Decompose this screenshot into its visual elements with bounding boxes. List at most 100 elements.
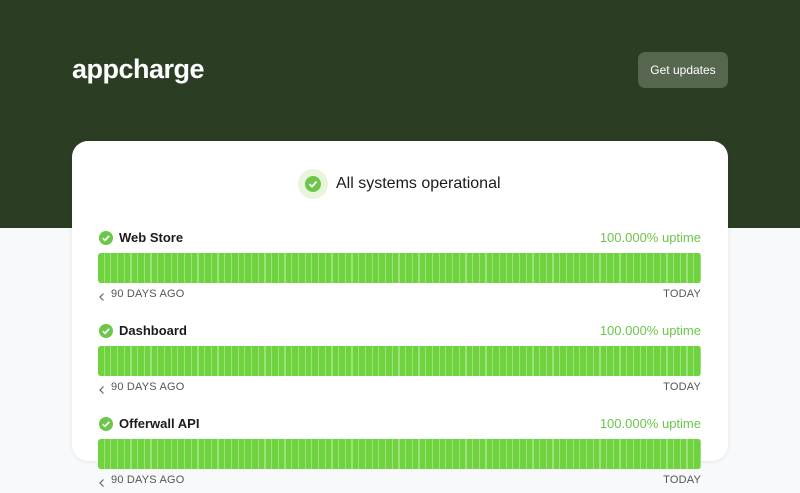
day-bar[interactable] — [386, 253, 392, 283]
day-bar[interactable] — [520, 439, 526, 469]
day-bar[interactable] — [225, 346, 231, 376]
day-bar[interactable] — [191, 439, 198, 469]
day-bar[interactable] — [352, 439, 359, 469]
day-bar[interactable] — [526, 439, 533, 469]
day-bar[interactable] — [500, 439, 506, 469]
day-bar[interactable] — [352, 346, 359, 376]
day-bar[interactable] — [332, 346, 338, 376]
day-bar[interactable] — [104, 253, 111, 283]
day-bar[interactable] — [486, 253, 493, 283]
day-bar[interactable] — [118, 253, 124, 283]
day-bar[interactable] — [339, 253, 345, 283]
day-bar[interactable] — [272, 253, 278, 283]
day-bar[interactable] — [640, 439, 647, 469]
day-bar[interactable] — [439, 346, 446, 376]
day-bar[interactable] — [613, 346, 620, 376]
day-bar[interactable] — [185, 346, 191, 376]
day-bar[interactable] — [694, 439, 700, 469]
day-bar[interactable] — [533, 439, 539, 469]
day-bar[interactable] — [587, 253, 593, 283]
day-bar[interactable] — [258, 253, 265, 283]
day-bar[interactable] — [433, 346, 439, 376]
day-bar[interactable] — [634, 346, 640, 376]
day-bar[interactable] — [211, 253, 218, 283]
day-bar[interactable] — [285, 253, 292, 283]
day-bar[interactable] — [627, 439, 633, 469]
day-bar[interactable] — [386, 439, 392, 469]
day-bar[interactable] — [252, 439, 258, 469]
day-bar[interactable] — [238, 253, 245, 283]
day-bar[interactable] — [587, 439, 593, 469]
day-bar[interactable] — [245, 253, 251, 283]
day-bar[interactable] — [185, 253, 191, 283]
day-bar[interactable] — [272, 439, 278, 469]
day-bar[interactable] — [178, 346, 184, 376]
day-bar[interactable] — [412, 253, 419, 283]
day-bar[interactable] — [158, 439, 164, 469]
day-bar[interactable] — [345, 253, 352, 283]
day-bar[interactable] — [660, 253, 667, 283]
day-bar[interactable] — [138, 253, 144, 283]
day-bar[interactable] — [144, 439, 151, 469]
day-bar[interactable] — [473, 439, 479, 469]
day-bar[interactable] — [580, 346, 586, 376]
day-bar[interactable] — [165, 346, 171, 376]
day-bar[interactable] — [426, 439, 432, 469]
day-bar[interactable] — [520, 253, 526, 283]
day-bar[interactable] — [486, 439, 493, 469]
day-bar[interactable] — [138, 346, 144, 376]
day-bar[interactable] — [580, 439, 586, 469]
day-bar[interactable] — [640, 346, 647, 376]
day-bar[interactable] — [305, 439, 312, 469]
day-bar[interactable] — [325, 439, 332, 469]
day-bar[interactable] — [426, 346, 432, 376]
day-bar[interactable] — [406, 439, 412, 469]
day-bar[interactable] — [218, 346, 225, 376]
day-bar[interactable] — [406, 253, 412, 283]
day-bar[interactable] — [493, 253, 499, 283]
day-bar[interactable] — [345, 346, 352, 376]
day-bar[interactable] — [392, 439, 399, 469]
day-bar[interactable] — [674, 253, 680, 283]
day-bar[interactable] — [191, 253, 198, 283]
day-bar[interactable] — [111, 346, 117, 376]
day-bar[interactable] — [587, 346, 593, 376]
day-bar[interactable] — [613, 253, 620, 283]
day-bar[interactable] — [687, 439, 694, 469]
day-bar[interactable] — [198, 253, 204, 283]
day-bar[interactable] — [674, 439, 680, 469]
day-bar[interactable] — [580, 253, 586, 283]
day-bar[interactable] — [687, 253, 694, 283]
day-bar[interactable] — [479, 346, 486, 376]
day-bar[interactable] — [305, 346, 312, 376]
day-bar[interactable] — [191, 346, 198, 376]
day-bar[interactable] — [453, 346, 459, 376]
day-bar[interactable] — [178, 439, 184, 469]
day-bar[interactable] — [654, 346, 660, 376]
day-bar[interactable] — [627, 253, 633, 283]
day-bar[interactable] — [567, 346, 573, 376]
day-bar[interactable] — [419, 253, 426, 283]
day-bar[interactable] — [211, 439, 218, 469]
day-bar[interactable] — [332, 253, 338, 283]
day-bar[interactable] — [171, 346, 178, 376]
day-bar[interactable] — [660, 439, 667, 469]
day-bar[interactable] — [366, 346, 372, 376]
day-bar[interactable] — [446, 439, 452, 469]
day-bar[interactable] — [419, 346, 426, 376]
day-bar[interactable] — [560, 253, 566, 283]
day-bar[interactable] — [479, 253, 486, 283]
day-bar[interactable] — [680, 346, 687, 376]
day-bar[interactable] — [305, 253, 312, 283]
day-bar[interactable] — [98, 439, 104, 469]
day-bar[interactable] — [399, 346, 405, 376]
day-bar[interactable] — [593, 439, 600, 469]
day-bar[interactable] — [546, 439, 553, 469]
day-bar[interactable] — [339, 439, 345, 469]
day-bar[interactable] — [144, 346, 151, 376]
day-bar[interactable] — [439, 439, 446, 469]
day-bar[interactable] — [553, 346, 560, 376]
day-bar[interactable] — [366, 439, 372, 469]
day-bar[interactable] — [466, 346, 472, 376]
day-bar[interactable] — [399, 253, 405, 283]
